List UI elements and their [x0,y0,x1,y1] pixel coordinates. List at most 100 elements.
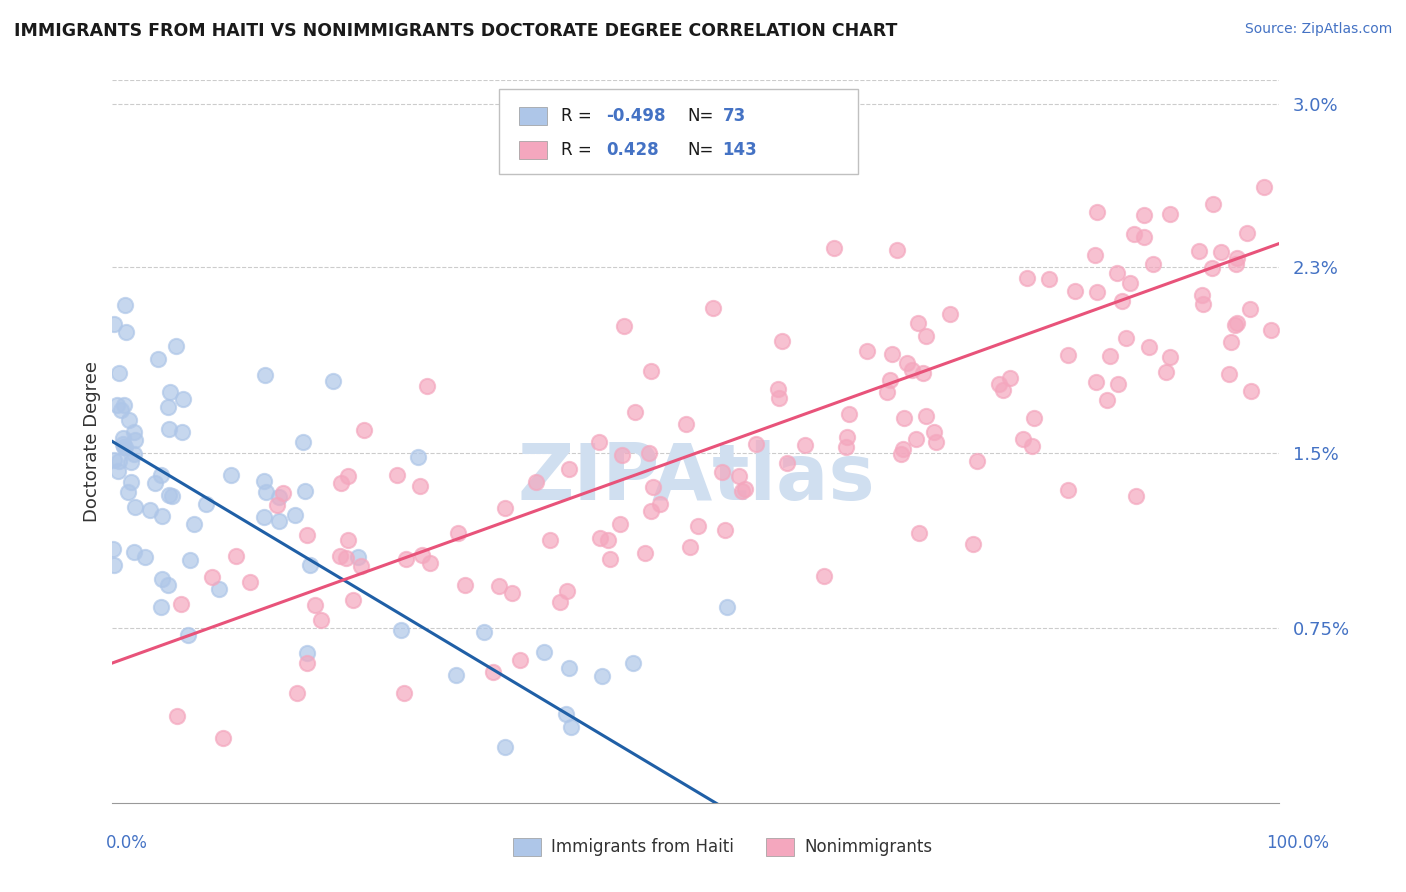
Point [962,536,984,550]
Point [1202,197,1225,211]
Point [150,572,173,586]
Point [1159,206,1181,220]
Point [149,468,172,483]
Point [1225,257,1247,271]
Point [254,485,277,500]
Point [156,578,179,592]
Point [893,410,915,425]
Point [1085,205,1108,219]
Point [225,549,247,563]
Point [702,301,724,315]
Point [609,516,631,531]
Point [219,467,242,482]
Point [179,552,201,566]
Point [177,628,200,642]
Text: Source: ZipAtlas.com: Source: ZipAtlas.com [1244,22,1392,37]
Point [165,339,187,353]
Point [335,551,357,566]
Point [110,403,132,417]
Point [208,582,231,596]
Text: IMMIGRANTS FROM HAITI VS NONIMMIGRANTS DOCTORATE DEGREE CORRELATION CHART: IMMIGRANTS FROM HAITI VS NONIMMIGRANTS D… [14,22,897,40]
Point [998,370,1021,384]
Point [271,485,294,500]
Point [879,373,901,387]
Point [501,586,523,600]
Point [1253,179,1275,194]
Point [1057,348,1080,362]
Point [157,488,180,502]
Point [1119,277,1142,291]
Point [1260,323,1282,337]
Point [1105,266,1128,280]
Point [1154,365,1177,379]
Point [912,366,935,380]
Point [395,551,418,566]
Point [834,440,856,454]
Point [342,593,364,607]
Point [648,497,671,511]
Point [1038,271,1060,285]
Text: N=: N= [688,107,714,125]
Point [447,525,470,540]
Point [1107,376,1129,391]
Point [418,556,440,570]
Point [1084,248,1107,262]
Point [389,624,412,638]
Point [170,425,193,440]
Point [416,379,439,393]
Point [298,558,321,572]
Point [124,500,146,514]
Point [640,364,662,378]
Point [711,465,734,479]
Point [538,533,561,547]
Point [139,503,162,517]
Point [890,447,912,461]
Point [914,409,936,423]
Point [304,599,326,613]
Point [294,484,316,499]
Text: 0.0%: 0.0% [105,834,148,852]
Point [591,669,613,683]
Point [253,474,276,488]
Point [1011,432,1033,446]
Point [768,391,790,405]
Point [1125,489,1147,503]
Point [103,558,125,572]
Point [122,545,145,559]
Point [336,468,359,483]
Point [991,383,1014,397]
Point [117,485,139,500]
Point [770,334,793,348]
Text: Immigrants from Haiti: Immigrants from Haiti [551,838,734,856]
Point [1236,227,1258,241]
Point [108,454,131,468]
Point [292,434,315,449]
Point [482,665,505,679]
Point [347,549,370,564]
Point [107,398,129,412]
Point [295,656,318,670]
Point [157,422,180,436]
Point [146,352,169,367]
Point [876,384,898,399]
Point [114,298,136,312]
Point [1115,331,1137,345]
Point [813,568,835,582]
Point [734,482,756,496]
Point [621,656,644,670]
Point [612,319,634,334]
Point [599,551,621,566]
Point [588,434,610,449]
Text: Nonimmigrants: Nonimmigrants [804,838,932,856]
Point [776,456,799,470]
Point [103,317,125,331]
Point [610,448,633,462]
Point [1111,293,1133,308]
Point [1226,316,1249,330]
Point [118,413,141,427]
Point [548,595,571,609]
Point [637,445,659,459]
Point [1188,244,1211,259]
Point [793,438,815,452]
Point [114,440,136,454]
